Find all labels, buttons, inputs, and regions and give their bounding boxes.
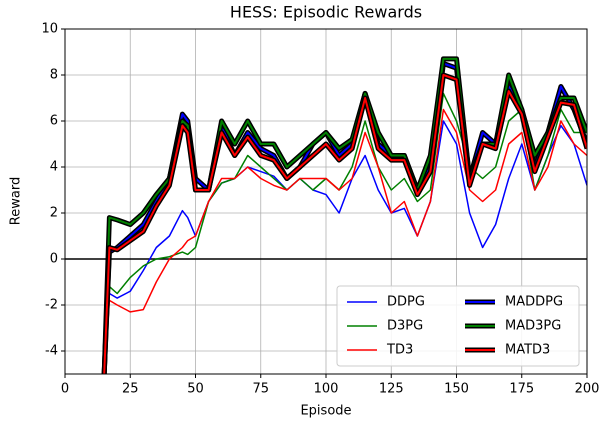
- series-line: [103, 120, 587, 374]
- x-tick-label: 100: [314, 382, 339, 397]
- x-tick-label: 125: [379, 382, 404, 397]
- x-tick-label: 75: [252, 382, 269, 397]
- y-tick-label: 0: [50, 252, 58, 267]
- legend-box: [336, 285, 580, 367]
- x-tick-label: 25: [122, 382, 139, 397]
- legend-label: D3PG: [387, 319, 423, 334]
- x-tick-label: 150: [444, 382, 469, 397]
- x-tick-label: 175: [509, 382, 534, 397]
- y-tick-label: -2: [45, 298, 58, 313]
- plot-frame: [64, 28, 588, 375]
- legend-label: MADDPG: [505, 295, 563, 310]
- x-axis-label: Episode: [300, 404, 351, 419]
- y-tick-label: 8: [50, 68, 58, 83]
- x-tick-label: 0: [61, 382, 69, 397]
- y-axis-label: Reward: [9, 177, 24, 225]
- y-tick-label: 4: [50, 160, 58, 175]
- series-line: [103, 108, 587, 374]
- chart-title: HESS: Episodic Rewards: [230, 3, 422, 22]
- legend-label: MAD3PG: [505, 319, 561, 334]
- x-tick-label: 50: [187, 382, 204, 397]
- legend-label: MATD3: [505, 343, 550, 358]
- x-tick-label: 200: [575, 382, 600, 397]
- y-tick-label: -4: [45, 344, 58, 359]
- y-tick-label: 6: [50, 114, 58, 129]
- legend-label: DDPG: [387, 295, 425, 310]
- y-tick-label: 2: [50, 206, 58, 221]
- legend-label: TD3: [386, 343, 413, 358]
- series-line: [103, 74, 587, 374]
- y-tick-label: 10: [41, 22, 58, 37]
